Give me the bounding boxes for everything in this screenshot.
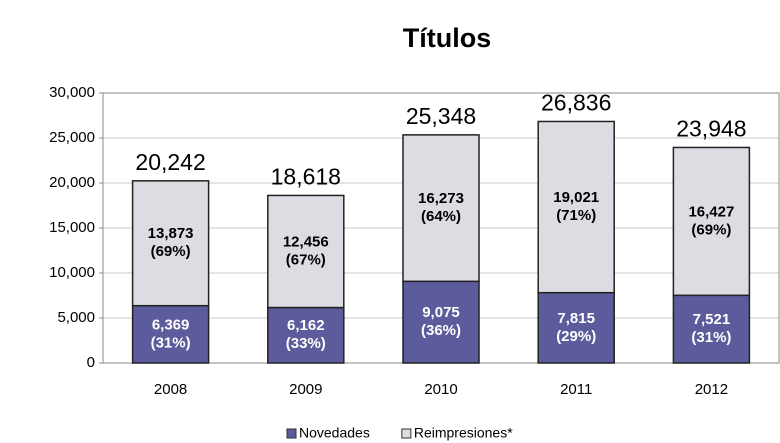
share-label: (69%) <box>151 243 191 260</box>
share-label: (29%) <box>556 328 596 345</box>
y-tick-label: 20,000 <box>49 174 95 191</box>
value-label: 13,873 <box>148 225 194 242</box>
y-tick-label: 30,000 <box>49 84 95 101</box>
bar-segment <box>131 304 210 364</box>
total-label: 26,836 <box>541 90 611 116</box>
bar-segment <box>672 294 751 364</box>
value-label: 7,815 <box>557 310 595 327</box>
value-label: 7,521 <box>693 311 731 328</box>
bar-segment <box>267 306 345 364</box>
legend-swatch <box>286 428 297 439</box>
share-label: (31%) <box>691 329 731 346</box>
bar-segment <box>402 134 480 283</box>
legend-label: Novedades <box>299 425 370 441</box>
share-label: (31%) <box>151 334 191 351</box>
y-tick-label: 5,000 <box>57 309 95 326</box>
value-label: 16,273 <box>418 190 464 207</box>
chart-title: Títulos <box>403 23 492 53</box>
bar-segment <box>672 146 751 297</box>
share-label: (69%) <box>691 221 731 238</box>
share-label: (36%) <box>421 322 461 339</box>
x-tick-label: 2010 <box>424 381 457 398</box>
bar-segment <box>267 194 345 309</box>
total-label: 25,348 <box>406 103 476 129</box>
bar-segment <box>537 120 615 294</box>
legend-swatch <box>401 428 412 439</box>
y-tick-label: 0 <box>87 354 95 371</box>
bar-segment <box>131 180 210 307</box>
value-label: 6,369 <box>152 316 190 333</box>
x-tick-label: 2009 <box>289 381 322 398</box>
x-tick-label: 2011 <box>560 381 592 398</box>
legend-label: Reimpresiones* <box>414 425 513 441</box>
value-label: 12,456 <box>283 233 329 250</box>
y-tick-label: 25,000 <box>49 129 95 146</box>
value-label: 6,162 <box>287 317 325 334</box>
value-label: 9,075 <box>422 304 460 321</box>
share-label: (33%) <box>286 335 326 352</box>
total-label: 23,948 <box>676 116 746 142</box>
share-label: (64%) <box>421 208 461 225</box>
value-label: 16,427 <box>688 203 734 220</box>
total-label: 18,618 <box>271 164 341 190</box>
value-label: 19,021 <box>553 189 599 206</box>
total-label: 20,242 <box>135 149 205 175</box>
x-tick-label: 2012 <box>695 381 728 398</box>
share-label: (71%) <box>556 207 596 224</box>
share-label: (67%) <box>286 251 326 268</box>
x-tick-label: 2008 <box>154 381 187 398</box>
y-tick-label: 10,000 <box>49 264 95 281</box>
y-tick-label: 15,000 <box>49 219 95 236</box>
